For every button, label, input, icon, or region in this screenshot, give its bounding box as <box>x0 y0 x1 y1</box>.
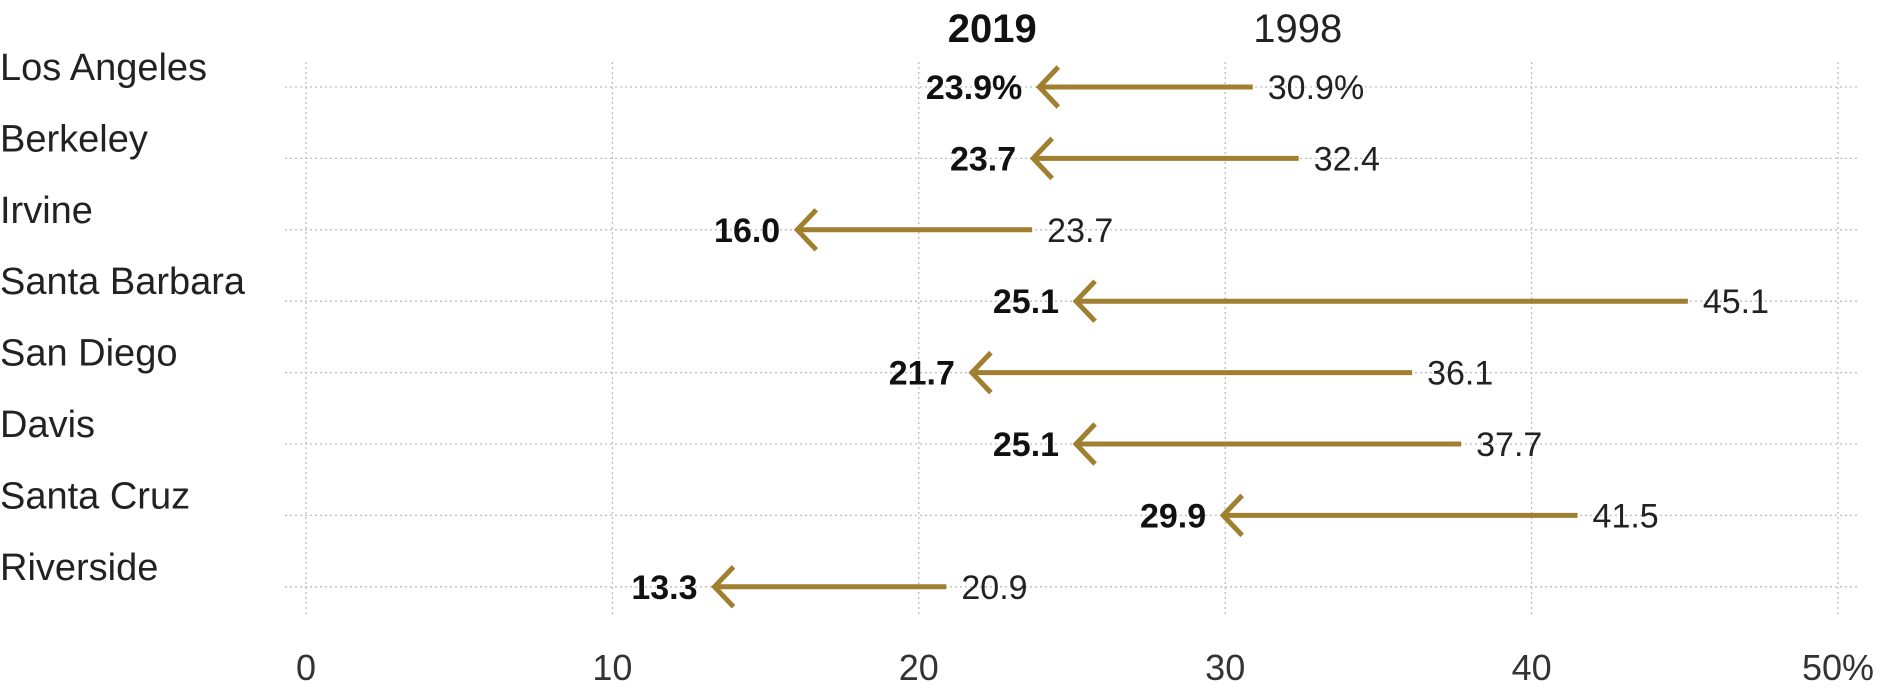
x-tick-label: 30 <box>1205 647 1245 688</box>
arrow-head <box>1072 422 1097 466</box>
value-1998-label: 32.4 <box>1314 140 1380 178</box>
value-1998-label: 41.5 <box>1593 497 1659 535</box>
x-tick-label: 0 <box>296 647 316 688</box>
city-label: Berkeley <box>0 118 148 160</box>
arrow-head <box>968 350 993 395</box>
value-2019-label: 25.1 <box>993 283 1059 321</box>
value-2019-label: 13.3 <box>631 569 697 607</box>
x-tick-label: 50% <box>1802 647 1874 688</box>
city-label: Santa Barbara <box>0 261 246 303</box>
city-label: San Diego <box>0 333 177 375</box>
value-2019-label: 23.9% <box>926 69 1022 107</box>
grid <box>305 62 1839 615</box>
chart-row: Berkeley 23.7 32.4 <box>0 118 1858 181</box>
value-2019-label: 16.0 <box>714 212 780 250</box>
x-tick-label: 20 <box>899 647 939 688</box>
value-1998-label: 30.9% <box>1268 69 1364 107</box>
city-label: Davis <box>0 404 95 446</box>
x-axis-ticks: 0 10 20 30 40 50% <box>296 647 1874 688</box>
value-1998-label: 45.1 <box>1703 283 1769 321</box>
x-tick-label: 10 <box>592 647 632 688</box>
header-1998: 1998 <box>1253 7 1342 51</box>
rows: Los Angeles 23.9% 30.9% Berkeley 23.7 32.4 Irv… <box>0 47 1858 609</box>
city-label: Irvine <box>0 190 93 232</box>
arrow-head <box>1072 279 1097 323</box>
value-1998-label: 37.7 <box>1476 426 1542 464</box>
chart-row: San Diego 21.7 36.1 <box>0 333 1858 395</box>
value-2019-label: 25.1 <box>993 426 1059 464</box>
city-label: Los Angeles <box>0 47 207 89</box>
value-2019-label: 21.7 <box>889 355 955 393</box>
value-1998-label: 23.7 <box>1047 212 1113 250</box>
arrow-head <box>1035 65 1061 109</box>
value-1998-label: 20.9 <box>961 569 1027 607</box>
chart-row: Santa Cruz 29.9 41.5 <box>0 475 1858 538</box>
chart-row: Davis 25.1 37.7 <box>0 404 1858 466</box>
value-2019-label: 23.7 <box>950 140 1016 178</box>
arrow-head <box>1029 136 1054 181</box>
header-2019: 2019 <box>948 7 1037 51</box>
x-tick-label: 40 <box>1512 647 1552 688</box>
city-label: Santa Cruz <box>0 475 190 517</box>
arrow-head <box>793 208 819 252</box>
chart-row: Riverside 13.3 20.9 <box>0 547 1858 609</box>
chart-row: Los Angeles 23.9% 30.9% <box>0 47 1858 109</box>
value-2019-label: 29.9 <box>1140 497 1206 535</box>
arrow-head <box>711 565 736 609</box>
chart-row: Irvine 16.0 23.7 <box>0 190 1858 252</box>
chart-row: Santa Barbara 25.1 45.1 <box>0 261 1858 323</box>
arrow-head <box>1219 493 1244 538</box>
city-label: Riverside <box>0 547 158 589</box>
column-headers: 2019 1998 <box>948 7 1342 51</box>
value-1998-label: 36.1 <box>1427 355 1493 393</box>
